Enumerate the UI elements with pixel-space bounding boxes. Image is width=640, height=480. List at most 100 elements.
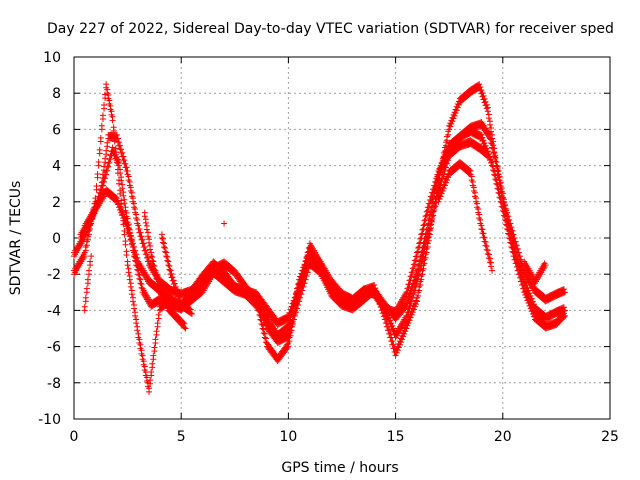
data-point bbox=[489, 267, 496, 274]
series-sat-h bbox=[521, 258, 549, 287]
data-point bbox=[113, 131, 120, 138]
data-point bbox=[133, 211, 140, 218]
data-point bbox=[135, 330, 142, 337]
data-point bbox=[139, 236, 146, 243]
x-tick-label: 10 bbox=[279, 429, 297, 445]
data-point bbox=[523, 291, 530, 298]
data-point bbox=[132, 206, 139, 213]
data-point bbox=[260, 326, 267, 333]
data-point bbox=[101, 163, 108, 170]
axis-ticks: 0 5 10 15 20 25 -10 -8 -6 -4 -2 0 2 4 6 8 10 bbox=[38, 50, 619, 445]
data-point bbox=[128, 189, 135, 196]
data-point bbox=[488, 125, 495, 132]
data-point bbox=[93, 183, 100, 190]
data-point bbox=[123, 164, 130, 171]
data-point bbox=[81, 303, 88, 310]
data-point bbox=[389, 338, 396, 345]
data-point bbox=[133, 316, 140, 323]
data-point bbox=[496, 190, 503, 197]
data-point bbox=[486, 118, 493, 125]
data-point bbox=[109, 113, 116, 120]
data-point bbox=[495, 186, 502, 193]
data-point bbox=[138, 281, 145, 288]
data-point bbox=[146, 385, 153, 392]
x-tick-label: 15 bbox=[387, 429, 405, 445]
data-point bbox=[420, 222, 427, 229]
data-point bbox=[139, 352, 146, 359]
data-point bbox=[131, 301, 138, 308]
data-point bbox=[127, 280, 134, 287]
data-point bbox=[221, 220, 228, 227]
data-point bbox=[110, 124, 117, 131]
data-point bbox=[503, 217, 510, 224]
data-point bbox=[514, 263, 521, 270]
data-point bbox=[386, 327, 393, 334]
data-point bbox=[121, 227, 128, 234]
data-point bbox=[126, 178, 133, 185]
data-point bbox=[136, 225, 143, 232]
data-point bbox=[137, 341, 144, 348]
data-point bbox=[154, 320, 161, 327]
data-point bbox=[148, 368, 155, 375]
y-tick-label: -4 bbox=[47, 303, 61, 319]
data-point bbox=[118, 146, 125, 153]
data-point bbox=[467, 168, 474, 175]
data-point bbox=[171, 280, 178, 287]
data-point bbox=[117, 142, 124, 149]
data-point bbox=[476, 211, 483, 218]
data-point bbox=[150, 258, 157, 265]
data-point bbox=[94, 171, 101, 178]
data-point bbox=[478, 87, 485, 94]
data-point bbox=[116, 158, 123, 165]
data-point bbox=[122, 238, 129, 245]
data-point bbox=[135, 222, 142, 229]
x-tick-label: 0 bbox=[70, 429, 79, 445]
y-tick-label: 8 bbox=[52, 86, 61, 102]
data-point bbox=[165, 258, 172, 265]
data-point bbox=[168, 270, 175, 277]
data-point bbox=[116, 139, 123, 146]
data-point bbox=[182, 325, 189, 332]
data-point bbox=[520, 282, 527, 289]
data-point bbox=[479, 226, 486, 233]
data-point bbox=[485, 111, 492, 118]
data-point bbox=[412, 297, 419, 304]
data-point bbox=[389, 322, 396, 329]
data-point bbox=[154, 276, 161, 283]
data-point bbox=[512, 256, 519, 263]
data-point bbox=[148, 249, 155, 256]
series-sat-d bbox=[77, 131, 491, 328]
data-point bbox=[152, 267, 159, 274]
data-point bbox=[114, 197, 121, 204]
data-point bbox=[499, 204, 506, 211]
data-point bbox=[507, 235, 514, 242]
data-point bbox=[143, 222, 150, 229]
y-tick-label: 10 bbox=[43, 50, 61, 66]
y-tick-label: -6 bbox=[47, 340, 61, 356]
data-point bbox=[123, 248, 130, 255]
data-point bbox=[466, 167, 473, 174]
data-point bbox=[261, 330, 268, 337]
data-point bbox=[481, 234, 488, 241]
data-point bbox=[155, 281, 162, 288]
data-point bbox=[530, 310, 537, 317]
data-point bbox=[188, 311, 195, 318]
data-point bbox=[142, 247, 149, 254]
data-point bbox=[419, 226, 426, 233]
data-point bbox=[119, 208, 126, 215]
data-point bbox=[97, 187, 104, 194]
data-point bbox=[170, 277, 177, 284]
data-point bbox=[511, 253, 518, 260]
data-point bbox=[113, 195, 120, 202]
data-point bbox=[491, 168, 498, 175]
data-point bbox=[103, 81, 110, 88]
data-point bbox=[125, 225, 132, 232]
data-point bbox=[143, 251, 150, 258]
data-point bbox=[143, 374, 150, 381]
data-point bbox=[488, 136, 495, 143]
data-point bbox=[127, 233, 134, 240]
data-point bbox=[484, 104, 491, 111]
data-point bbox=[107, 102, 114, 109]
data-point bbox=[122, 204, 129, 211]
data-point bbox=[119, 181, 126, 188]
